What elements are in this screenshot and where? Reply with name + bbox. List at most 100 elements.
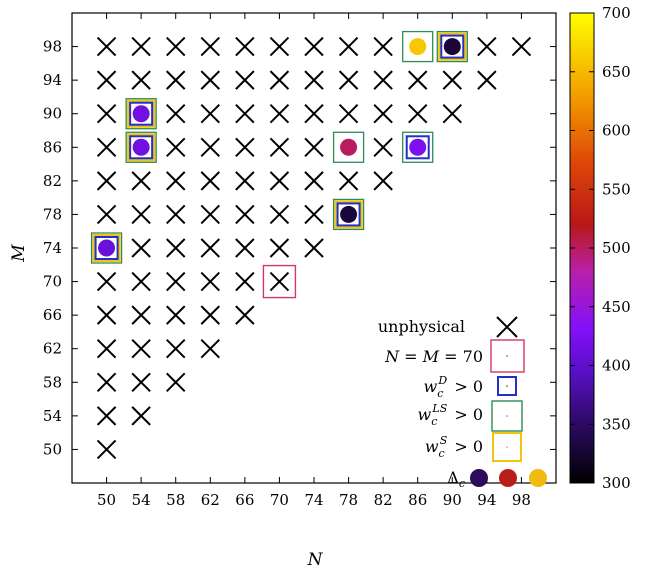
wS-square <box>127 99 156 128</box>
delta-c-dot <box>132 138 150 156</box>
colorbar-tick-label: 650 <box>602 63 631 81</box>
unphysical-marker <box>373 36 393 57</box>
x-axis-ticks: 50 54 58 62 66 70 74 78 82 86 90 94 98 <box>97 13 531 509</box>
legend-wS-label: wcS > 0 <box>425 434 483 460</box>
y-tick-label: 66 <box>43 306 62 324</box>
delta-c-dot <box>132 105 150 123</box>
unphysical-marker <box>96 204 117 225</box>
legend-delta-dot-mid <box>499 469 517 487</box>
colorbar-tick-label: 400 <box>602 357 631 375</box>
unphysical-marker <box>304 36 324 57</box>
unphysical-marker <box>131 171 151 191</box>
unphysical-marker <box>269 104 290 124</box>
unphysical-marker <box>408 70 428 90</box>
legend-nm70-label: N = M = 70 <box>384 347 483 366</box>
unphysical-marker <box>131 204 151 225</box>
x-axis-label: N <box>307 550 324 570</box>
unphysical-marker <box>373 171 393 191</box>
unphysical-marker <box>131 36 151 57</box>
legend-wLS-label: wcLS > 0 <box>418 402 483 428</box>
delta-c-dot <box>409 138 427 156</box>
unphysical-marker <box>131 70 151 90</box>
condition-squares <box>90 30 468 299</box>
x-tick-label: 58 <box>166 491 185 509</box>
y-tick-label: 94 <box>43 71 62 89</box>
unphysical-marker <box>166 171 186 191</box>
unphysical-marker <box>166 372 186 392</box>
unphysical-marker <box>166 36 186 57</box>
legend-unphysical-label: unphysical <box>378 317 465 336</box>
colorbar-tick-label: 550 <box>602 180 631 198</box>
delta-c-dot <box>340 138 358 156</box>
x-tick-label: 70 <box>270 491 289 509</box>
unphysical-marker <box>304 204 324 225</box>
delta-c-dot <box>443 38 461 56</box>
unphysical-marker <box>269 204 290 225</box>
legend-wLS-box <box>491 400 523 432</box>
unphysical-marker <box>442 70 462 90</box>
unphysical-marker <box>96 70 117 90</box>
x-tick-label: 78 <box>339 491 358 509</box>
unphysical-marker <box>304 238 324 258</box>
wD-square <box>129 101 154 126</box>
wD-square <box>129 135 154 160</box>
unphysical-marker <box>96 171 117 191</box>
y-axis-label: M <box>9 244 29 263</box>
x-tick-label: 74 <box>304 491 323 509</box>
wLS-square <box>332 198 365 231</box>
wD-square <box>440 34 465 59</box>
x-tick-label: 66 <box>235 491 254 509</box>
unphysical-marker <box>166 204 186 225</box>
y-tick-label: 82 <box>43 172 62 190</box>
unphysical-marker <box>166 271 186 292</box>
x-tick-label: 94 <box>477 491 496 509</box>
unphysical-marker <box>131 406 151 426</box>
unphysical-marker <box>235 70 255 90</box>
unphysical-marker <box>131 305 151 325</box>
colorbar-tick-label: 500 <box>602 239 631 257</box>
x-tick-label: 98 <box>512 491 531 509</box>
unphysical-markers <box>96 36 532 460</box>
unphysical-marker <box>235 137 255 157</box>
y-tick-label: 70 <box>43 273 62 291</box>
colorbar-tick-label: 450 <box>602 298 631 316</box>
legend-nm70-box <box>490 339 525 373</box>
unphysical-marker <box>200 238 220 258</box>
y-tick-label: 50 <box>43 440 62 458</box>
unphysical-marker <box>96 372 117 392</box>
unphysical-marker <box>269 36 290 57</box>
unphysical-marker <box>200 171 220 191</box>
unphysical-marker <box>235 36 255 57</box>
unphysical-marker <box>166 339 186 359</box>
unphysical-marker <box>96 439 117 460</box>
y-tick-label: 90 <box>43 105 62 123</box>
colorbar-ticks: 300 350 400 450 500 550 600 650 700 <box>570 4 631 492</box>
unphysical-marker <box>131 271 151 292</box>
wS-square <box>92 233 121 263</box>
unphysical-marker <box>304 137 324 157</box>
unphysical-marker <box>338 36 359 57</box>
unphysical-marker <box>166 238 186 258</box>
unphysical-marker <box>442 104 462 124</box>
legend: unphysical N = M = 70 wcD > 0 wcLS > 0 w… <box>378 316 547 490</box>
unphysical-marker <box>200 305 220 325</box>
y-tick-label: 78 <box>43 205 62 223</box>
wLS-square <box>402 30 434 63</box>
y-tick-label: 54 <box>43 407 62 425</box>
y-tick-label: 74 <box>43 239 62 257</box>
unphysical-marker <box>269 171 290 191</box>
wLS-square <box>125 98 157 130</box>
unphysical-marker <box>235 171 255 191</box>
wS-square <box>334 200 363 229</box>
unphysical-marker <box>304 171 324 191</box>
unphysical-marker <box>269 137 290 157</box>
wS-square <box>127 133 156 162</box>
unphysical-marker <box>200 339 220 359</box>
colorbar-tick-label: 350 <box>602 415 631 433</box>
unphysical-marker <box>477 70 497 90</box>
legend-wD-label: wcD > 0 <box>424 374 483 400</box>
x-tick-label: 54 <box>132 491 151 509</box>
unphysical-marker <box>269 238 290 258</box>
unphysical-marker <box>96 271 117 292</box>
